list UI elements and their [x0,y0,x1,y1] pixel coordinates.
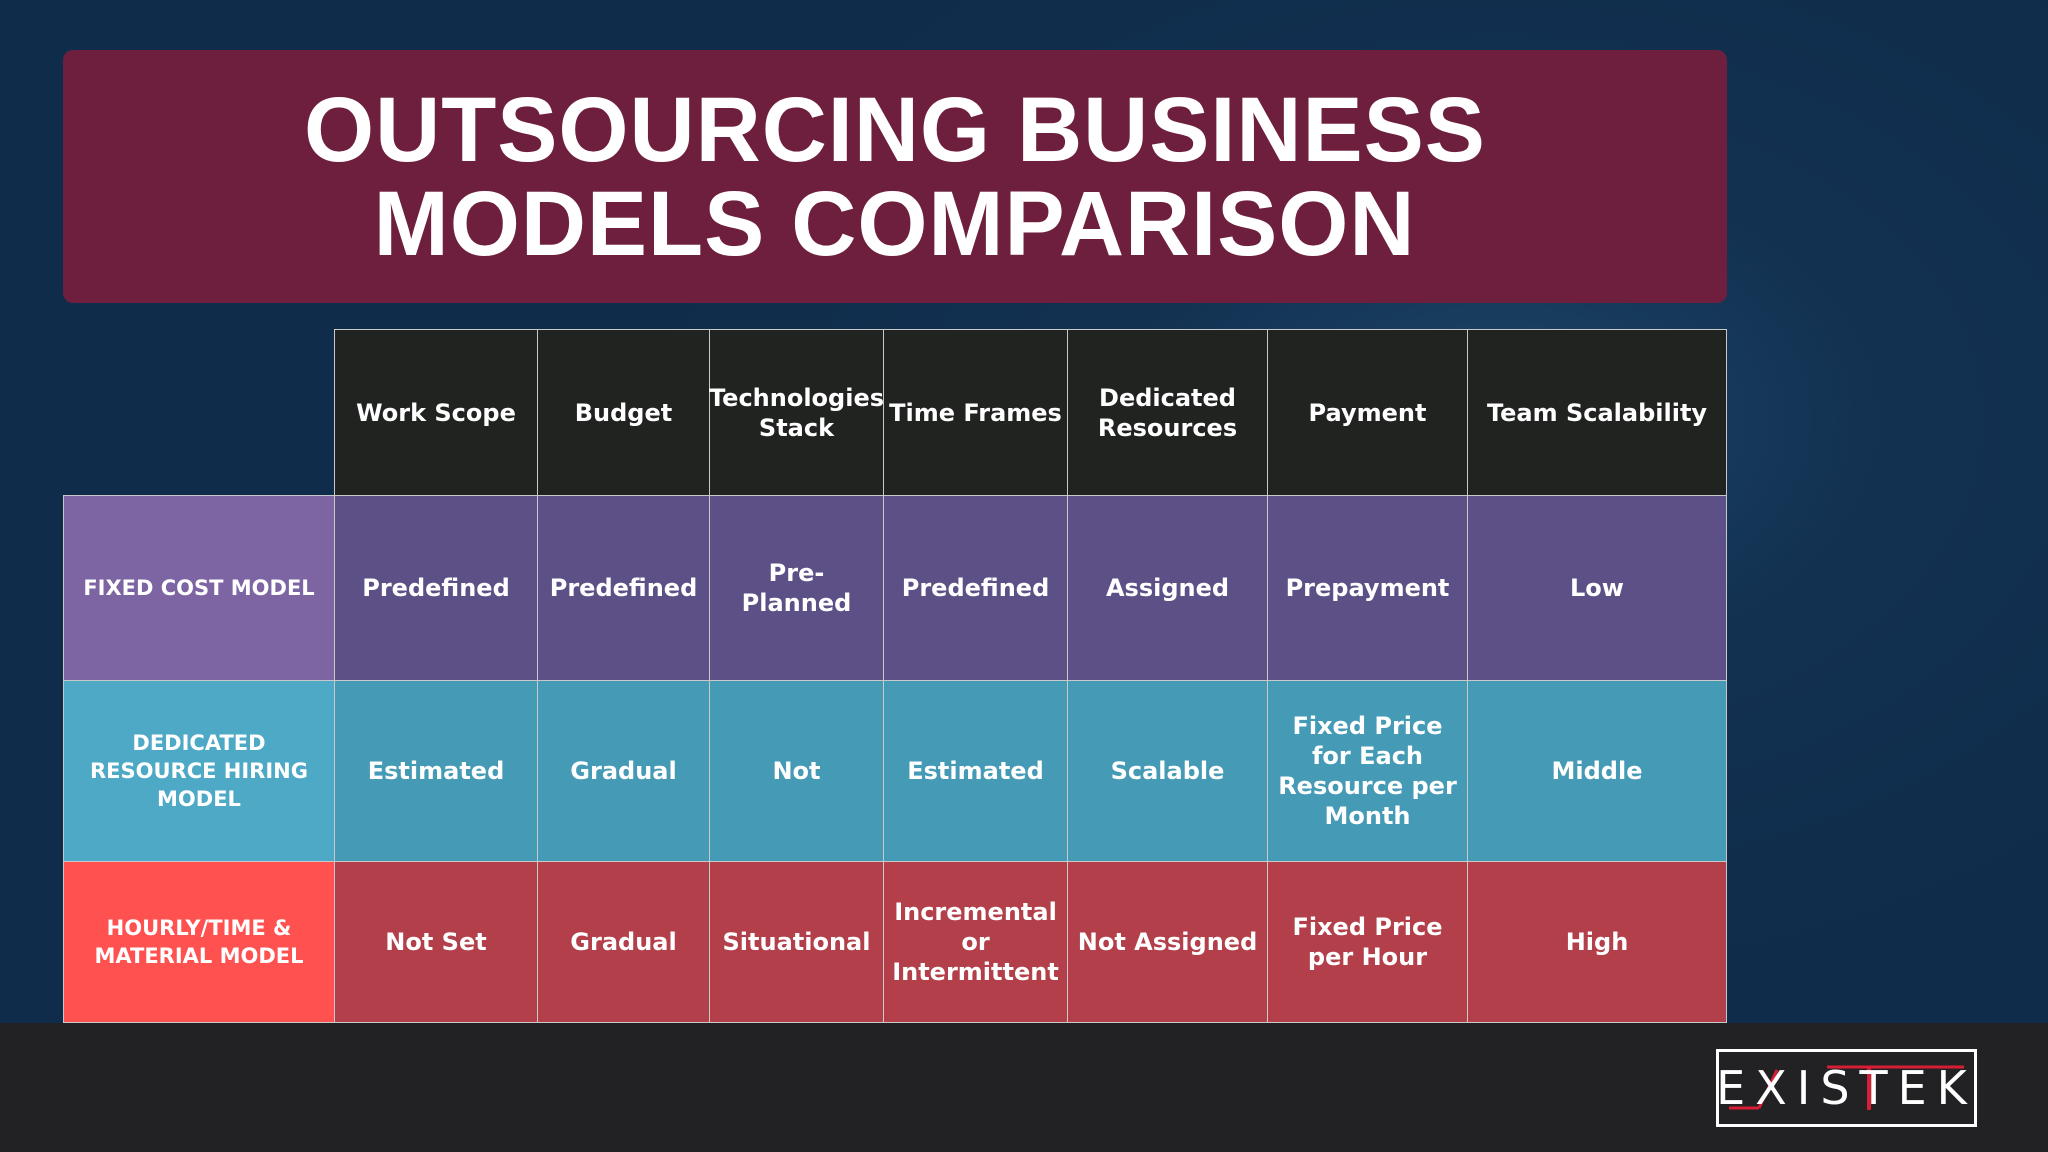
table-cell: Fixed Price for Each Resource per Month [1267,680,1468,862]
column-header-team-scalability: Team Scalability [1467,329,1727,496]
title-line-2: MODELS COMPARISON [374,172,1416,275]
table-cell: Gradual [537,861,710,1023]
table-cell: Gradual [537,680,710,862]
existek-logo: EXISTEK [1716,1049,1977,1127]
row-label-fixed-cost: FIXED COST MODEL [63,495,335,681]
table-cell: Pre-Planned [709,495,884,681]
table-cell: Middle [1467,680,1727,862]
logo-accent-icon [1729,1065,1964,1110]
row-label-hourly-time-material: HOURLY/TIME & MATERIAL MODEL [63,861,335,1023]
table-cell: Not Set [334,861,538,1023]
table-cell: Predefined [334,495,538,681]
column-header-work-scope: Work Scope [334,329,538,496]
title-line-1: OUTSOURCING BUSINESS [304,78,1486,181]
column-header-budget: Budget [537,329,710,496]
table-cell: High [1467,861,1727,1023]
column-header-dedicated-resources: Dedicated Resources [1067,329,1268,496]
table-cell: Prepayment [1267,495,1468,681]
table-cell: Situational [709,861,884,1023]
column-header-technologies-stack: Technologies Stack [709,329,884,496]
table-cell: Incremental or Intermittent [883,861,1068,1023]
table-cell: Estimated [883,680,1068,862]
table-cell: Fixed Price per Hour [1267,861,1468,1023]
column-header-payment: Payment [1267,329,1468,496]
column-header-time-frames: Time Frames [883,329,1068,496]
table-cell: Low [1467,495,1727,681]
table-cell: Predefined [537,495,710,681]
title-banner: OUTSOURCING BUSINESS MODELS COMPARISON [63,50,1727,303]
table-cell: Assigned [1067,495,1268,681]
table-cell: Predefined [883,495,1068,681]
table-cell: Not Assigned [1067,861,1268,1023]
row-label-dedicated-resource: DEDICATED RESOURCE HIRING MODEL [63,680,335,862]
footer-bar [0,1023,2048,1152]
table-cell: Estimated [334,680,538,862]
table-cell: Not [709,680,884,862]
logo-text: EXISTEK [1716,1061,1977,1115]
table-cell: Scalable [1067,680,1268,862]
